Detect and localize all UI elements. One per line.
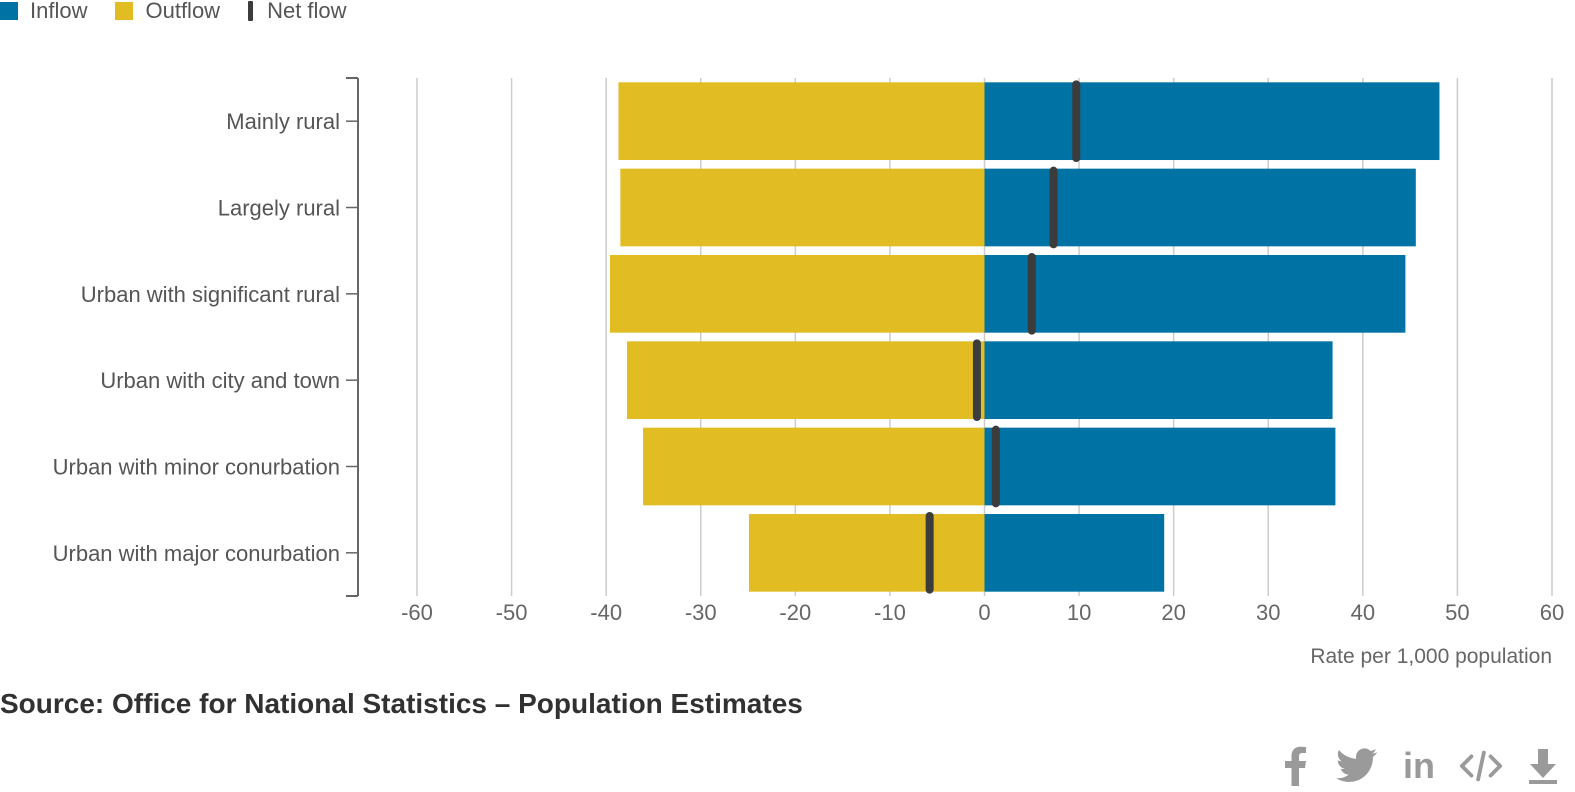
legend-item-inflow[interactable]: Inflow: [0, 0, 87, 24]
legend-label-net-flow: Net flow: [267, 0, 347, 23]
category-label: Largely rural: [218, 196, 340, 221]
legend-label-outflow: Outflow: [145, 0, 221, 23]
x-tick-label: -40: [590, 600, 622, 625]
embed-button[interactable]: [1459, 744, 1503, 788]
y-axis: Mainly rural Largely rural Urban with sign…: [53, 77, 359, 597]
x-tick-label: -10: [874, 600, 906, 625]
x-tick-label: 30: [1256, 600, 1280, 625]
legend-item-outflow[interactable]: Outflow: [115, 0, 220, 24]
grid-lines: [416, 78, 1553, 596]
category-label: Urban with minor conurbation: [53, 455, 340, 480]
bars: [609, 82, 1440, 592]
legend-swatch-outflow: [115, 2, 134, 20]
x-tick-label: 20: [1161, 600, 1185, 625]
net-flow-markers: [925, 80, 1081, 594]
legend-label-inflow: Inflow: [30, 0, 88, 23]
legend-item-net-flow[interactable]: Net flow: [248, 0, 347, 24]
x-tick-label: -60: [401, 600, 433, 625]
inflow-bar: [984, 82, 1440, 161]
outflow-bar: [626, 341, 985, 420]
category-label: Urban with significant rural: [81, 282, 340, 307]
x-tick-label: -30: [685, 600, 717, 625]
twitter-share-button[interactable]: [1335, 744, 1379, 788]
download-button[interactable]: [1521, 744, 1565, 788]
outflow-bar: [620, 168, 985, 247]
inflow-bar: [984, 427, 1336, 506]
facebook-share-button[interactable]: [1273, 744, 1317, 788]
x-tick-label: 60: [1540, 600, 1564, 625]
diverging-bar-chart: Mainly rural Largely rural Urban with sign…: [53, 77, 1564, 668]
inflow-bar: [984, 254, 1406, 333]
twitter-icon: [1336, 748, 1377, 782]
x-tick-label: 10: [1067, 600, 1091, 625]
category-label: Urban with major conurbation: [53, 541, 340, 566]
inflow-bar: [984, 168, 1416, 247]
legend-swatch-net-flow: [248, 1, 254, 21]
legend-swatch-inflow: [0, 2, 18, 20]
source-note: Source: Office for National Statistics –…: [0, 688, 803, 719]
inflow-bar: [984, 513, 1165, 592]
facebook-icon: [1285, 746, 1306, 786]
x-tick-label: 50: [1445, 600, 1469, 625]
outflow-bar: [618, 82, 985, 161]
x-axis: -60 -50 -40 -30 -20 -10 0 10 20 30 40 50 60 Rate per …: [401, 600, 1564, 668]
inflow-bar: [984, 341, 1333, 420]
x-tick-label: 40: [1351, 600, 1375, 625]
x-tick-label: 0: [978, 600, 990, 625]
outflow-bar: [609, 254, 985, 333]
x-axis-title: Rate per 1,000 population: [1310, 645, 1552, 668]
linkedin-icon: in: [1403, 745, 1435, 786]
x-tick-label: -50: [496, 600, 528, 625]
linkedin-share-button[interactable]: in: [1397, 744, 1441, 788]
category-label: Mainly rural: [226, 109, 340, 134]
share-toolbar: in: [1255, 744, 1565, 788]
embed-icon: [1459, 750, 1503, 782]
chart-legend: Inflow Outflow Net flow: [0, 0, 375, 26]
download-icon: [1529, 749, 1557, 784]
x-tick-label: -20: [779, 600, 811, 625]
category-label: Urban with city and town: [100, 368, 340, 393]
outflow-bar: [643, 427, 985, 506]
outflow-bar: [748, 513, 985, 592]
